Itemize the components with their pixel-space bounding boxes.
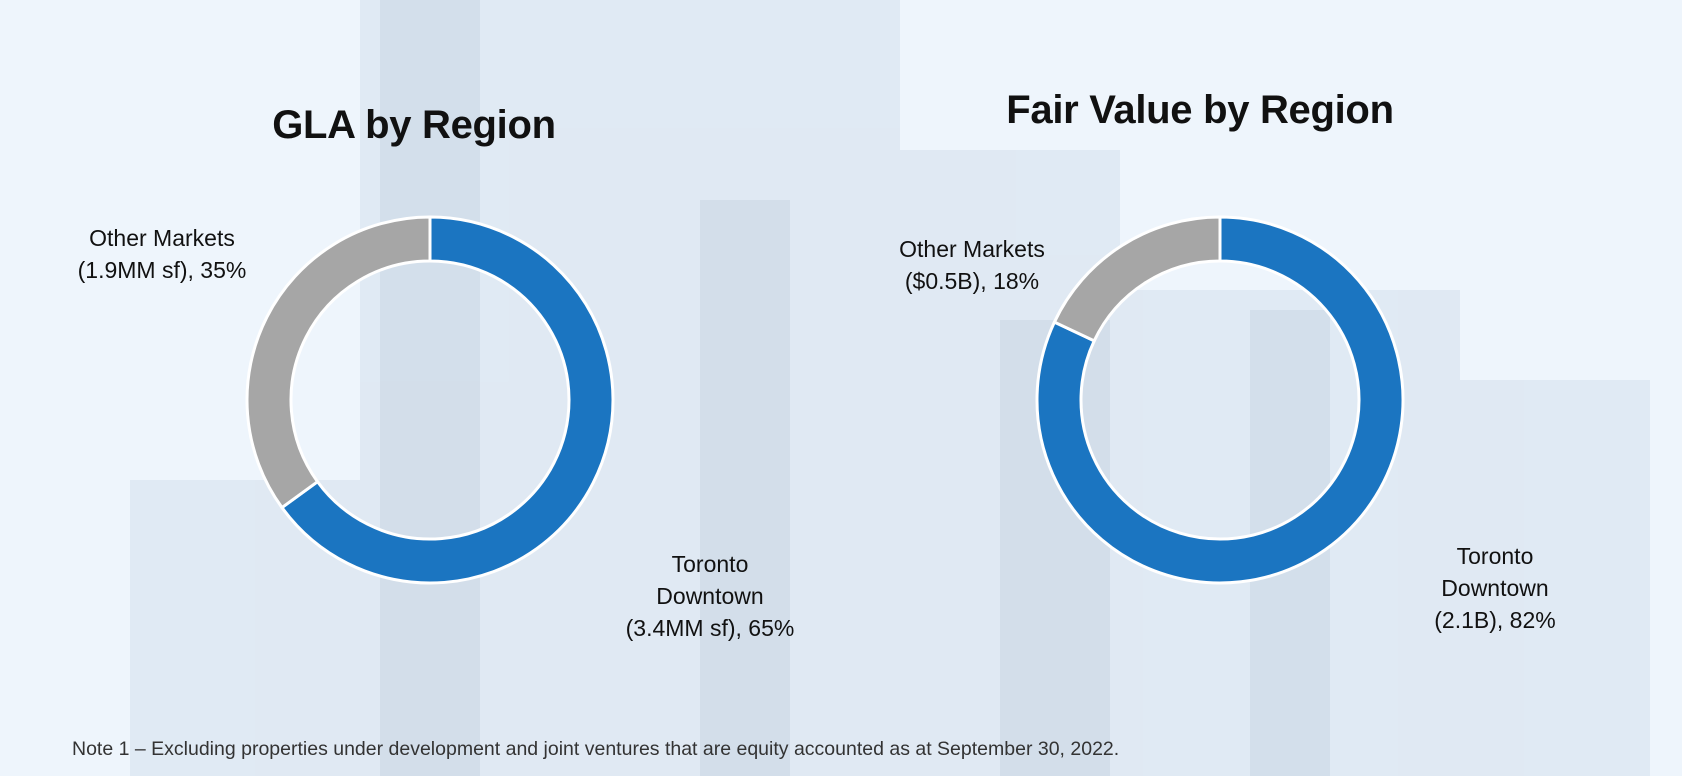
gla-chart-title: GLA by Region xyxy=(272,103,556,147)
gla-toronto-label-line: Downtown xyxy=(656,583,764,609)
toronto-downtown-slice xyxy=(279,215,615,585)
gla-other-label-line: Other Markets xyxy=(89,225,235,251)
gla-toronto-downtown-label: Toronto Downtown (3.4MM sf), 65% xyxy=(595,548,825,644)
fair-value-donut-chart xyxy=(1035,215,1405,585)
other-markets-slice xyxy=(245,215,432,510)
gla-toronto-label-line: Toronto xyxy=(671,551,749,577)
gla-toronto-label-line: (3.4MM sf), 65% xyxy=(625,615,795,641)
fv-other-label-line: ($0.5B), 18% xyxy=(904,268,1040,294)
gla-donut-chart xyxy=(245,215,615,585)
fv-toronto-label-line: Downtown xyxy=(1441,575,1549,601)
fair-value-chart-title: Fair Value by Region xyxy=(1006,88,1394,132)
fair-value-toronto-downtown-label: Toronto Downtown (2.1B), 82% xyxy=(1395,540,1595,636)
fv-other-label-line: Other Markets xyxy=(899,236,1045,262)
other-markets-slice xyxy=(1052,215,1222,343)
gla-other-markets-label: Other Markets (1.9MM sf), 35% xyxy=(52,222,272,286)
fv-toronto-label-line: (2.1B), 82% xyxy=(1434,607,1556,633)
fv-toronto-label-line: Toronto xyxy=(1456,543,1534,569)
footnote: Note 1 – Excluding properties under deve… xyxy=(72,738,1120,760)
toronto-downtown-slice xyxy=(1035,215,1405,585)
fair-value-other-markets-label: Other Markets ($0.5B), 18% xyxy=(862,233,1082,297)
gla-other-label-line: (1.9MM sf), 35% xyxy=(77,257,247,283)
